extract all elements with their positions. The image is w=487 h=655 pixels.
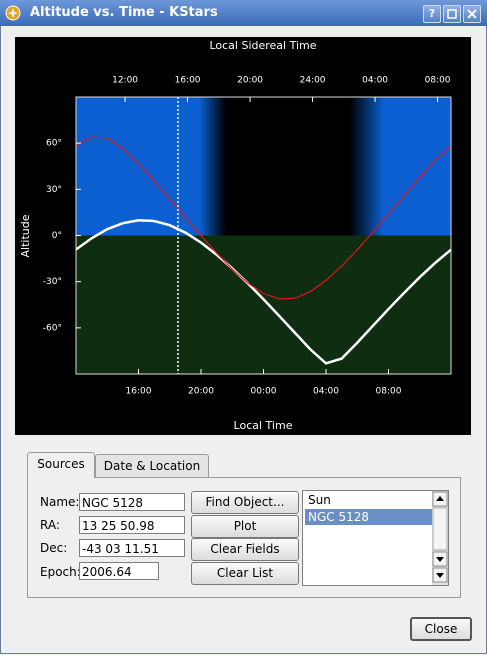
clear-list-button[interactable]: Clear List	[191, 562, 299, 585]
epoch-label: Epoch:	[40, 565, 81, 579]
x-tick-label: 16:00	[126, 387, 152, 397]
x2-tick-label: 04:00	[362, 76, 388, 86]
x-tick-label: 00:00	[251, 387, 277, 397]
list-item-selected[interactable]: NGC 5128	[305, 509, 433, 525]
maximize-icon	[447, 9, 457, 19]
dec-input[interactable]: -43 03 11.51	[79, 539, 185, 557]
close-button[interactable]: Close	[410, 617, 472, 641]
list-item[interactable]: Sun	[308, 493, 331, 507]
x2-tick-label: 24:00	[300, 76, 326, 86]
source-list: Sun NGC 5128	[302, 490, 449, 586]
altitude-curve	[76, 136, 451, 300]
ground	[76, 235, 451, 374]
x-tick-label: 20:00	[188, 387, 214, 397]
tab-date-location[interactable]: Date & Location	[95, 454, 209, 477]
x2-tick-label: 20:00	[237, 76, 263, 86]
y-axis-label: Altitude	[19, 214, 32, 257]
ra-input[interactable]: 13 25 50.98	[79, 516, 185, 534]
name-input[interactable]: NGC 5128	[79, 493, 185, 511]
y-tick-label: 60°	[46, 139, 62, 149]
x2-tick-label: 12:00	[112, 76, 138, 86]
tab-sources[interactable]: Sources	[27, 452, 95, 478]
y-tick-label: -30°	[43, 277, 62, 287]
x-tick-label: 08:00	[376, 387, 402, 397]
dec-label: Dec:	[40, 541, 68, 555]
y-tick-label: 30°	[46, 185, 62, 195]
y-tick-label: -60°	[43, 323, 62, 333]
x-axis-label: Local Time	[234, 419, 293, 432]
window-title: Altitude vs. Time - KStars	[30, 5, 218, 20]
ra-label: RA:	[40, 518, 60, 532]
title-bar: Altitude vs. Time - KStars ?	[0, 0, 487, 26]
curves	[76, 136, 451, 365]
x2-tick-label: 08:00	[425, 76, 451, 86]
epoch-input[interactable]: 2006.64	[79, 562, 159, 580]
find-object-button[interactable]: Find Object...	[191, 491, 299, 514]
maximize-button[interactable]	[443, 5, 461, 23]
name-label: Name:	[40, 495, 80, 509]
close-icon	[467, 9, 477, 19]
scrollbar[interactable]	[432, 491, 448, 585]
sky-ground	[76, 97, 451, 374]
altitude-curve	[76, 219, 451, 365]
x2-axis-label: Local Sidereal Time	[209, 39, 316, 52]
x-tick-label: 04:00	[313, 387, 339, 397]
altitude-plot: Local Sidereal Time Local Time Altitude …	[15, 37, 471, 435]
app-icon	[5, 5, 21, 21]
clear-fields-button[interactable]: Clear Fields	[191, 538, 299, 561]
sky	[76, 97, 451, 236]
plot-button[interactable]: Plot	[191, 515, 299, 538]
x2-tick-label: 16:00	[175, 76, 201, 86]
y-tick-label: 0°	[52, 231, 62, 241]
close-window-button[interactable]	[463, 5, 481, 23]
help-button[interactable]: ?	[423, 5, 441, 23]
